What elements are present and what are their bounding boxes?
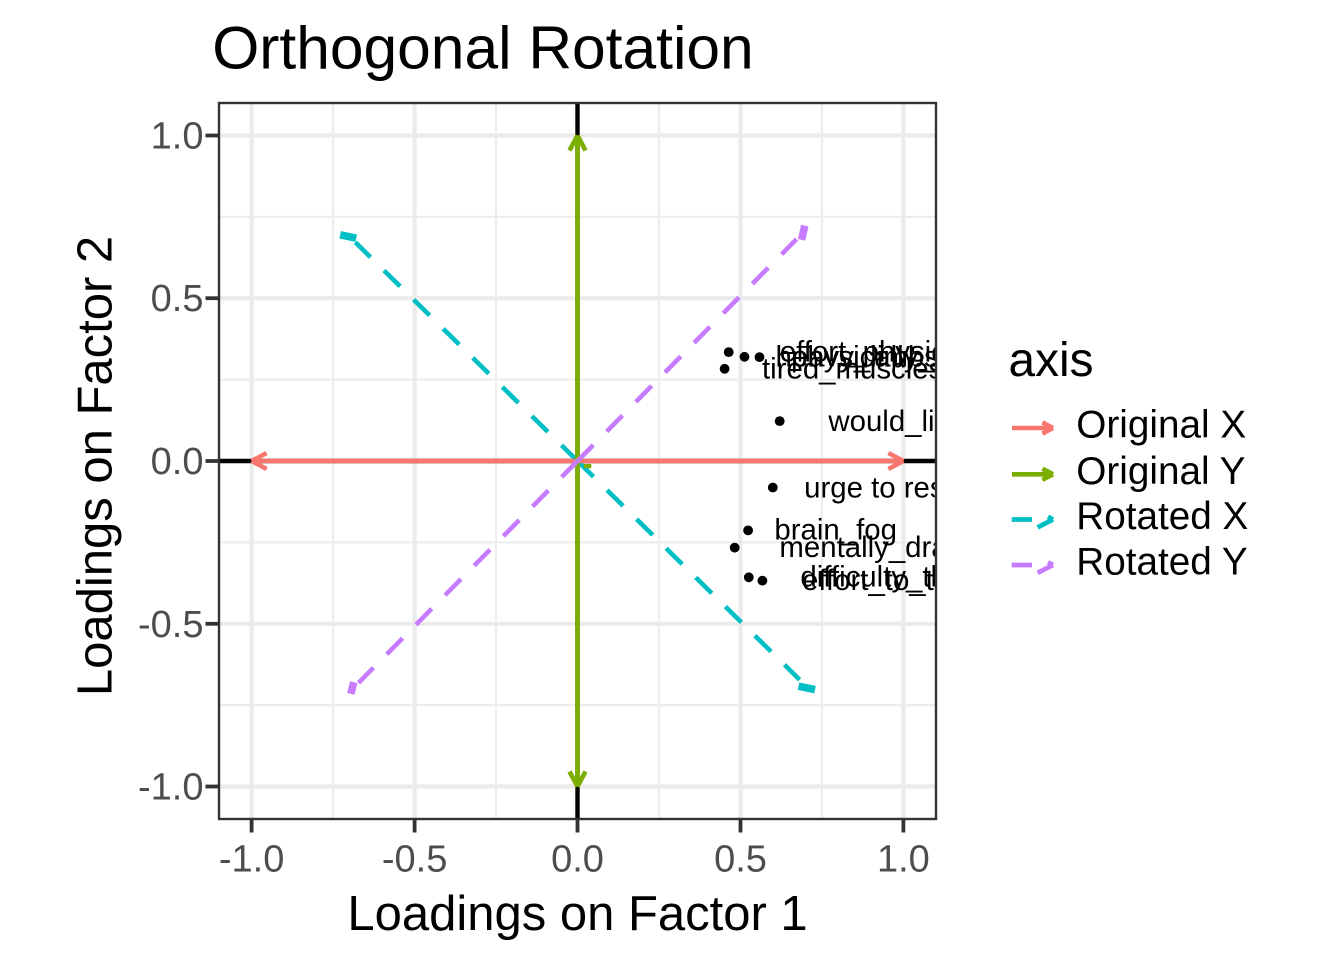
svg-text:Loadings on Factor 1: Loadings on Factor 1: [347, 887, 807, 941]
svg-text:0.5: 0.5: [714, 838, 767, 880]
svg-text:brain_fog: brain_fog: [774, 514, 897, 547]
svg-text:-0.5: -0.5: [382, 838, 447, 880]
svg-text:heavy_limbs: heavy_limbs: [776, 340, 939, 373]
svg-text:Rotated X: Rotated X: [1076, 495, 1248, 538]
svg-text:tired_muscles: tired_muscles: [762, 352, 943, 385]
svg-text:mentally_drained: mentally_drained: [779, 531, 1003, 564]
svg-text:-1.0: -1.0: [219, 838, 284, 880]
svg-text:-1.0: -1.0: [138, 767, 203, 809]
svg-text:Orthogonal Rotation: Orthogonal Rotation: [212, 13, 754, 81]
svg-text:-0.5: -0.5: [138, 604, 203, 646]
svg-text:0.5: 0.5: [151, 278, 204, 320]
svg-text:0.0: 0.0: [151, 441, 204, 483]
svg-text:Rotated Y: Rotated Y: [1076, 541, 1247, 584]
svg-text:difficulty_thinking: difficulty_thinking: [800, 561, 1023, 594]
svg-text:1.0: 1.0: [151, 116, 204, 158]
svg-text:urge to rest: urge to rest: [804, 471, 953, 504]
svg-text:effort_to_think: effort_to_think: [802, 564, 988, 597]
svg-text:axis: axis: [1009, 334, 1094, 387]
svg-text:Loadings on Factor 2: Loadings on Factor 2: [69, 236, 123, 696]
svg-text:would_like_to_rest: would_like_to_rest: [827, 405, 1071, 438]
svg-text:physically_slowed: physically_slowed: [791, 341, 1026, 374]
svg-text:Original X: Original X: [1076, 404, 1246, 447]
svg-text:0.0: 0.0: [551, 838, 604, 880]
svg-text:Original Y: Original Y: [1076, 450, 1245, 493]
svg-text:1.0: 1.0: [877, 838, 930, 880]
svg-text:effort_physical: effort_physical: [780, 336, 969, 369]
